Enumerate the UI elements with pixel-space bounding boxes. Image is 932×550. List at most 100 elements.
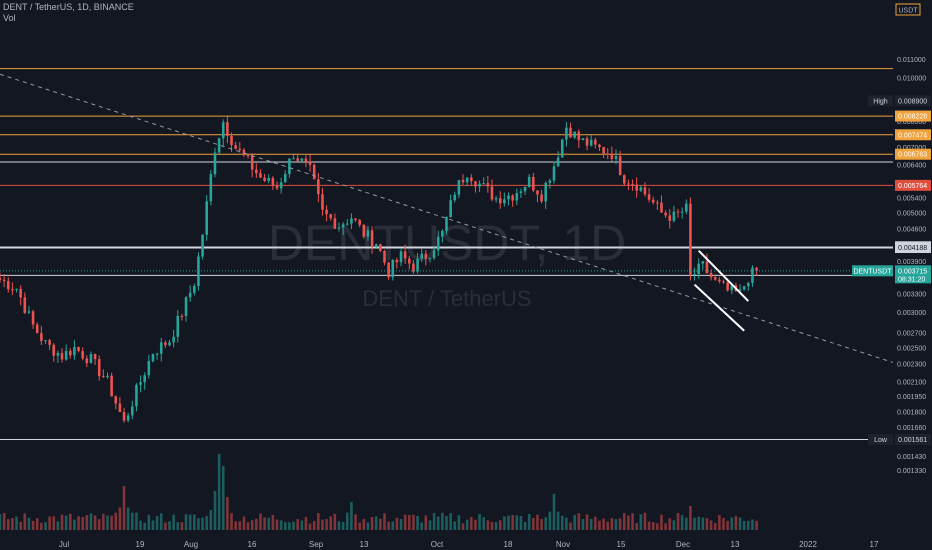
candle-body: [60, 352, 64, 360]
volume-bar: [465, 519, 469, 530]
volume-bar: [279, 520, 283, 530]
time-tick-label: 18: [504, 540, 513, 549]
time-tick-label: Dec: [676, 540, 690, 549]
price-tick-label: 0.002700: [897, 330, 926, 337]
candle-body: [672, 211, 676, 221]
candle-body: [445, 217, 448, 231]
volume-bar: [48, 516, 51, 530]
volume-bar: [474, 519, 477, 530]
volume-bar: [441, 512, 444, 530]
candle-body: [40, 333, 43, 341]
candle-body: [656, 202, 659, 204]
time-tick-label: Nov: [556, 540, 570, 549]
candle-body: [391, 259, 395, 278]
candle-body: [77, 347, 80, 352]
last-symbol-bg: [852, 265, 893, 277]
candle-body: [560, 139, 564, 158]
volume-bar: [498, 520, 502, 530]
time-axis[interactable]: Jul 19 Aug 16 Sep 13 Oct 18 Nov 15 Dec 13 2022 17: [0, 538, 932, 550]
volume-bar: [722, 518, 725, 530]
level-tag-bg: [895, 110, 931, 122]
candle-body: [341, 224, 345, 228]
level-tag-value: 0.006763: [898, 152, 927, 159]
candle-body: [503, 199, 506, 204]
candle-body: [449, 200, 452, 218]
candle-body: [176, 315, 180, 337]
volume-bar: [705, 518, 709, 530]
volume-bar: [730, 517, 734, 530]
volume-bar: [308, 523, 312, 530]
volume-bar: [2, 512, 6, 530]
candle-body: [722, 281, 725, 283]
volume-bar: [64, 515, 68, 530]
volume-bar: [651, 522, 655, 530]
price-tick-label: 0.001800: [897, 409, 926, 416]
level-tag-value: 0.008228: [898, 114, 927, 121]
volume-bar: [540, 518, 543, 530]
volume-bar: [209, 509, 213, 530]
volume-bar: [610, 518, 614, 530]
volume-bar: [461, 523, 465, 530]
candle-body: [201, 234, 204, 257]
candle-body: [622, 175, 626, 184]
volume-bar: [226, 497, 229, 530]
volume-bar: [296, 519, 299, 530]
candle-body: [556, 157, 560, 167]
time-tick-label: Oct: [431, 540, 444, 549]
volume-bar: [560, 515, 564, 530]
candle-body: [755, 267, 758, 271]
candle-body: [573, 131, 576, 138]
price-tick-label: 0.004600: [897, 227, 926, 234]
candle-body: [159, 342, 163, 354]
volume-bar: [635, 523, 638, 530]
level-tag-value: 0.004188: [898, 245, 927, 252]
channel-line: [697, 249, 750, 302]
volume-bar: [259, 513, 262, 530]
candle-body: [436, 236, 440, 251]
volume-bar: [614, 519, 618, 530]
volume-bar: [337, 521, 341, 530]
volume-bar: [445, 516, 448, 530]
time-tick-label: Sep: [309, 540, 324, 549]
price-tick-label: 0.010000: [897, 76, 926, 83]
candle-body: [399, 251, 403, 263]
volume-bar: [180, 522, 184, 530]
candle-body: [569, 127, 572, 138]
candle-body: [48, 340, 51, 345]
volume-bar: [11, 517, 14, 530]
volume-bar: [569, 522, 572, 530]
price-tick-label: 0.001430: [897, 454, 926, 461]
volume-bar: [184, 514, 188, 530]
volume-bar: [267, 517, 271, 530]
candle-body: [395, 259, 399, 263]
candle-body: [618, 156, 622, 176]
volume-bar: [470, 517, 473, 530]
volume-bar: [515, 515, 519, 530]
volume-bar: [283, 522, 287, 530]
candle-body: [81, 351, 84, 359]
candle-body: [317, 179, 320, 195]
candle-body: [507, 195, 510, 200]
candle-body: [73, 347, 76, 356]
last-price-bg: [895, 265, 931, 284]
candle-body: [664, 212, 667, 216]
price-tick-label: 0.001950: [897, 394, 926, 401]
volume-bar: [738, 517, 742, 530]
volume-bar: [341, 521, 345, 530]
candle-body: [122, 411, 126, 421]
candle-body: [689, 203, 692, 275]
candle-body: [6, 280, 10, 290]
volume-bar: [114, 512, 118, 530]
volume-bar: [618, 518, 622, 530]
volume-bar: [718, 515, 721, 530]
candle-body: [660, 202, 663, 213]
candle-body: [693, 274, 696, 276]
volume-bar: [73, 519, 76, 530]
candle-body: [631, 184, 634, 186]
volume-bar: [139, 520, 142, 530]
volume-bar: [263, 517, 266, 530]
horizontal-levels: [0, 68, 893, 441]
volume-bar: [536, 514, 539, 530]
volume-bar: [527, 514, 531, 530]
